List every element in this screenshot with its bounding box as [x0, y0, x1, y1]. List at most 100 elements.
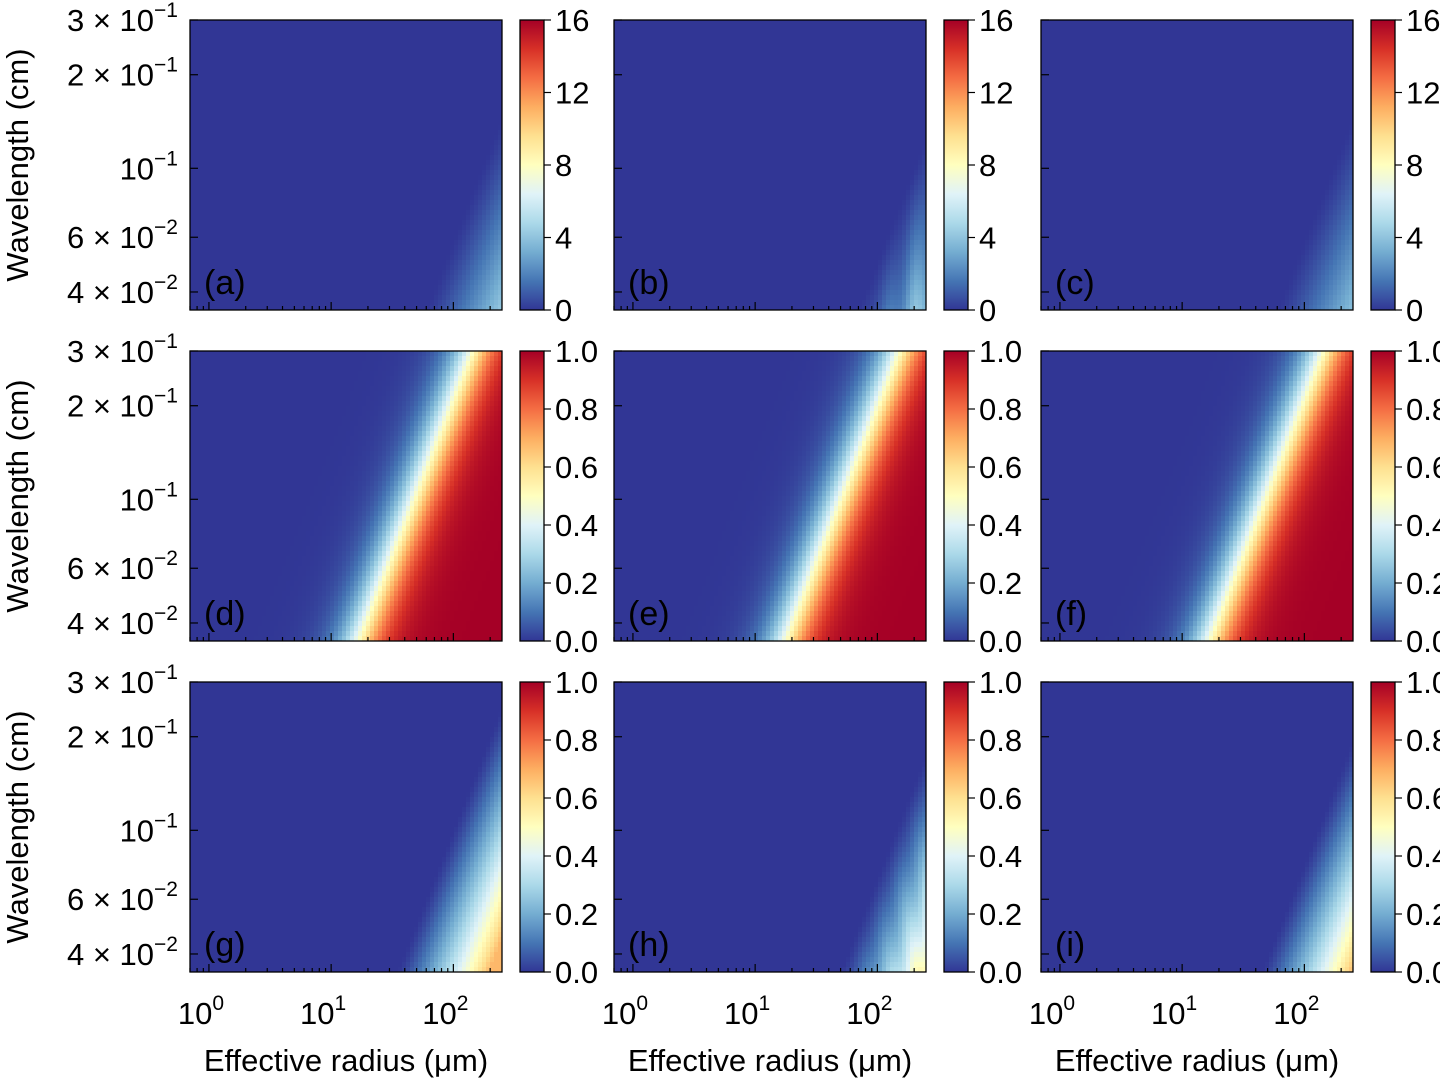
heatmap-cell — [478, 215, 483, 221]
heatmap-cell — [638, 230, 643, 236]
heatmap-cell — [482, 205, 487, 211]
heatmap-cell — [210, 235, 215, 241]
heatmap-cell — [242, 80, 247, 86]
heatmap-cell — [262, 205, 267, 211]
heatmap-cell — [638, 195, 643, 201]
heatmap-cell — [346, 100, 351, 106]
heatmap-cell — [478, 85, 483, 91]
heatmap-cell — [262, 50, 267, 56]
heatmap-cell — [362, 110, 367, 116]
heatmap-cell — [270, 155, 275, 161]
heatmap-cell — [258, 75, 263, 81]
heatmap-cell — [494, 105, 499, 111]
heatmap-cell — [242, 210, 247, 216]
heatmap-cell — [266, 200, 271, 206]
heatmap-cell — [354, 85, 359, 91]
heatmap-cell — [330, 280, 335, 286]
heatmap-cell — [426, 275, 431, 281]
heatmap-cell — [242, 195, 247, 201]
heatmap-cell — [254, 25, 259, 31]
heatmap-cell — [478, 125, 483, 131]
heatmap-cell — [362, 55, 367, 61]
heatmap-cell — [278, 130, 283, 136]
heatmap-cell — [350, 75, 355, 81]
heatmap-cell — [466, 170, 471, 176]
heatmap-cell — [282, 225, 287, 231]
heatmap-cell — [338, 25, 343, 31]
heatmap-cell — [214, 170, 219, 176]
heatmap-cell — [222, 260, 227, 266]
heatmap-cell — [442, 125, 447, 131]
heatmap-cell — [466, 20, 471, 26]
heatmap-cell — [498, 60, 502, 66]
heatmap-cell — [342, 30, 347, 36]
heatmap-cell — [334, 270, 339, 276]
heatmap-cell — [414, 140, 419, 146]
heatmap-cell — [246, 220, 251, 226]
heatmap-cell — [374, 200, 379, 206]
heatmap-cell — [194, 30, 199, 36]
heatmap-cell — [266, 250, 271, 256]
heatmap-cell — [322, 45, 327, 51]
heatmap-cell — [214, 35, 219, 41]
heatmap-cell — [286, 35, 291, 41]
heatmap-cell — [242, 205, 247, 211]
heatmap-cell — [386, 240, 391, 246]
heatmap-cell — [366, 225, 371, 231]
heatmap-cell — [230, 180, 235, 186]
heatmap-cell — [498, 295, 502, 301]
heatmap-cell — [262, 65, 267, 71]
heatmap-cell — [234, 55, 239, 61]
heatmap-cell — [630, 50, 635, 56]
heatmap-cell — [422, 250, 427, 256]
heatmap-cell — [626, 225, 631, 231]
heatmap-cell — [462, 280, 467, 286]
heatmap-cell — [426, 155, 431, 161]
heatmap-cell — [278, 285, 283, 291]
heatmap-cell — [622, 75, 627, 81]
heatmap-cell — [354, 80, 359, 86]
heatmap-cell — [482, 240, 487, 246]
heatmap-cell — [494, 230, 499, 236]
heatmap-cell — [638, 210, 643, 216]
heatmap-cell — [330, 240, 335, 246]
heatmap-cell — [214, 295, 219, 301]
heatmap-cell — [614, 75, 619, 81]
heatmap-cell — [214, 205, 219, 211]
heatmap-cell — [458, 300, 463, 306]
heatmap-cell — [410, 80, 415, 86]
heatmap-cell — [214, 275, 219, 281]
heatmap-cell — [206, 200, 211, 206]
heatmap-cell — [474, 100, 479, 106]
heatmap-cell — [214, 135, 219, 141]
heatmap-cell — [306, 95, 311, 101]
heatmap-cell — [450, 105, 455, 111]
heatmap-cell — [362, 25, 367, 31]
heatmap-cell — [378, 305, 383, 310]
heatmap-cell — [342, 130, 347, 136]
heatmap-cell — [398, 290, 403, 296]
heatmap-cell — [634, 295, 639, 301]
heatmap-cell — [434, 275, 439, 281]
heatmap-cell — [338, 300, 343, 306]
heatmap-cell — [278, 45, 283, 51]
heatmap-cell — [474, 250, 479, 256]
heatmap-cell — [470, 160, 475, 166]
heatmap-cell — [194, 125, 199, 131]
heatmap-cell — [426, 30, 431, 36]
heatmap-cell — [622, 105, 627, 111]
heatmap-cell — [198, 120, 203, 126]
heatmap-cell — [386, 190, 391, 196]
heatmap-cell — [318, 230, 323, 236]
heatmap-cell — [426, 240, 431, 246]
heatmap-cell — [422, 280, 427, 286]
heatmap-cell — [458, 240, 463, 246]
heatmap-cell — [194, 300, 199, 306]
heatmap-cell — [242, 290, 247, 296]
heatmap-cell — [266, 130, 271, 136]
heatmap-cell — [190, 200, 195, 206]
heatmap-cell — [374, 55, 379, 61]
heatmap-cell — [386, 200, 391, 206]
heatmap-cell — [274, 80, 279, 86]
heatmap-cell — [346, 235, 351, 241]
